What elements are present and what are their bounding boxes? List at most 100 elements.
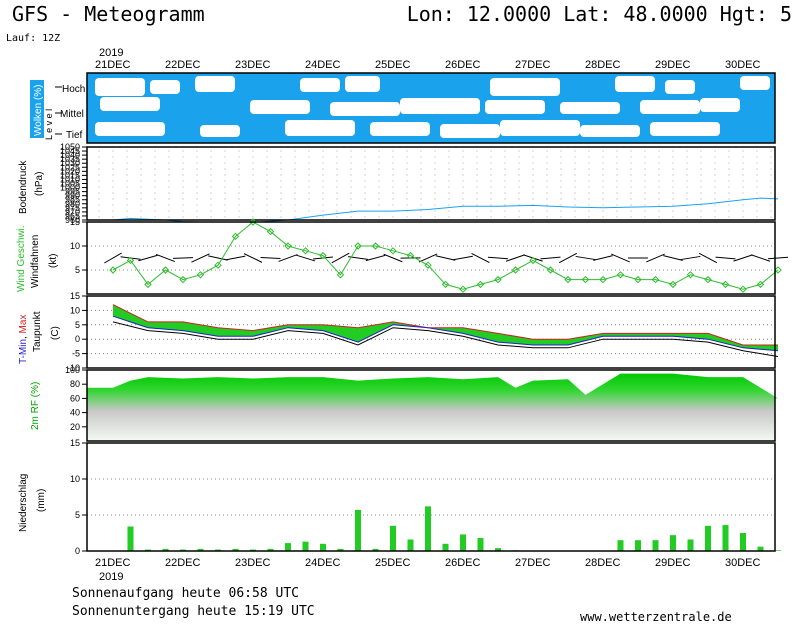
- rain-bar: [460, 534, 466, 551]
- sunrise-text: Sonnenaufgang heute 06:58 UTC: [72, 586, 299, 601]
- wind-marker: [354, 242, 362, 250]
- wind-marker: [774, 266, 782, 274]
- axis-tick-label: 975: [65, 203, 80, 213]
- wind-marker: [651, 275, 660, 284]
- axis-tick-label: 5: [75, 320, 80, 330]
- temp-max-line: [112, 304, 778, 346]
- page-title: GFS - Meteogramm: [12, 2, 205, 26]
- axis-tick-label: 100: [65, 365, 80, 375]
- wind-barb: [750, 254, 771, 262]
- wind-barb: [487, 256, 509, 260]
- wind-barb: [260, 256, 281, 260]
- cloud-blob: [300, 78, 340, 92]
- clouds-panel: Hoch Mittel Tief L e v e l Wolken (%): [30, 72, 776, 144]
- cloud-blob: [500, 120, 580, 136]
- wind-marker: [599, 275, 607, 284]
- wind-marker: [144, 280, 152, 289]
- rain-title: Niederschlag: [18, 474, 29, 532]
- axis-tick-label: 970: [65, 207, 80, 217]
- temperature-panel: 15 10 5 0 -5 -10 T-Min, Max Taupunkt (C): [18, 291, 779, 373]
- day-label-bottom: 23DEC: [235, 557, 271, 569]
- rain-bar: [705, 525, 711, 551]
- wind-barb: [593, 255, 613, 261]
- rain-bar: [635, 540, 641, 551]
- cloud-blob: [100, 97, 160, 111]
- day-label-bottom: 30DEC: [725, 557, 761, 569]
- wind-series-line: [112, 221, 779, 290]
- day-label-top: 23DEC: [235, 59, 271, 71]
- rain-bar: [617, 540, 624, 551]
- day-label-bottom: 28DEC: [585, 557, 621, 569]
- clouds-level-tief: Tief: [66, 130, 83, 141]
- axis-tick-label: 0: [75, 546, 80, 556]
- axis-tick-label: 965: [65, 211, 80, 221]
- wind-barb: [331, 252, 350, 264]
- day-label-top: 29DEC: [655, 59, 691, 71]
- rain-bar: [372, 548, 379, 551]
- rain-bar: [197, 548, 204, 551]
- day-label-top: 30DEC: [725, 59, 761, 71]
- wind-marker: [581, 275, 590, 284]
- wind-barb: [471, 253, 490, 263]
- rain-bar: [757, 546, 764, 551]
- cloud-blob: [700, 98, 740, 112]
- cloud-blob: [200, 125, 240, 137]
- wind-marker: [494, 275, 502, 284]
- clouds-level-word: L e v e l: [44, 109, 54, 140]
- wind-marker: [704, 275, 712, 284]
- cloud-blob: [345, 76, 380, 92]
- rain-bar: [267, 548, 274, 551]
- wind-marker: [476, 280, 485, 289]
- wind-barb: [295, 254, 316, 262]
- rain-bar: [722, 525, 729, 551]
- source-link[interactable]: www.wetterzentrale.de: [580, 610, 732, 624]
- temp-max-title: Max: [18, 315, 29, 334]
- axis-tick-label: 1045: [60, 146, 80, 156]
- svg-text:T-Min, Max: T-Min, Max: [18, 315, 29, 364]
- wind-subtitle: Windfahnen: [30, 235, 41, 288]
- wind-barb: [698, 252, 718, 264]
- temp-min-line: [112, 315, 779, 352]
- dewpoint-title: Taupunkt: [32, 311, 43, 352]
- clouds-title: Wolken (%): [33, 85, 44, 137]
- wind-barb: [611, 253, 630, 263]
- wind-marker: [231, 232, 240, 241]
- cloud-blob: [490, 78, 560, 96]
- rain-bar: [355, 509, 361, 551]
- wind-marker: [284, 242, 292, 250]
- day-label-top: 28DEC: [585, 59, 621, 71]
- humidity-title: 2m RF (%): [30, 382, 41, 430]
- wind-marker: [179, 275, 187, 284]
- axis-tick-label: 80: [70, 379, 80, 389]
- rain-bar: [127, 526, 134, 551]
- wind-marker: [441, 280, 450, 289]
- wind-marker: [406, 251, 415, 260]
- day-label-bottom: 27DEC: [515, 557, 551, 569]
- day-label-top: 24DEC: [305, 59, 341, 71]
- wind-unit: (kt): [48, 254, 59, 268]
- cloud-blob: [95, 78, 145, 96]
- wind-barb: [243, 253, 263, 263]
- axis-tick-label: 15: [70, 217, 80, 227]
- wind-marker: [634, 275, 642, 284]
- axis-tick-label: 1005: [60, 179, 80, 189]
- rain-bar: [425, 506, 431, 551]
- wind-barb: [418, 253, 438, 263]
- axis-tick-label: 10: [70, 474, 80, 484]
- axis-tick-label: 20: [70, 422, 80, 432]
- axis-tick-label: 1010: [60, 174, 80, 184]
- year-label-bottom: 2019: [99, 571, 123, 583]
- rain-bar: [302, 541, 309, 551]
- cloud-blob: [95, 122, 165, 136]
- wind-barb: [680, 255, 701, 261]
- day-label-bottom: 21DEC: [95, 557, 131, 569]
- wind-marker: [739, 285, 747, 293]
- year-label-top: 2019: [99, 47, 123, 59]
- cloud-blob: [440, 124, 500, 138]
- rain-bar: [652, 540, 659, 551]
- wind-marker: [389, 247, 397, 255]
- rain-bar: [495, 548, 501, 551]
- wind-marker: [196, 271, 205, 279]
- day-label-top: 22DEC: [165, 59, 201, 71]
